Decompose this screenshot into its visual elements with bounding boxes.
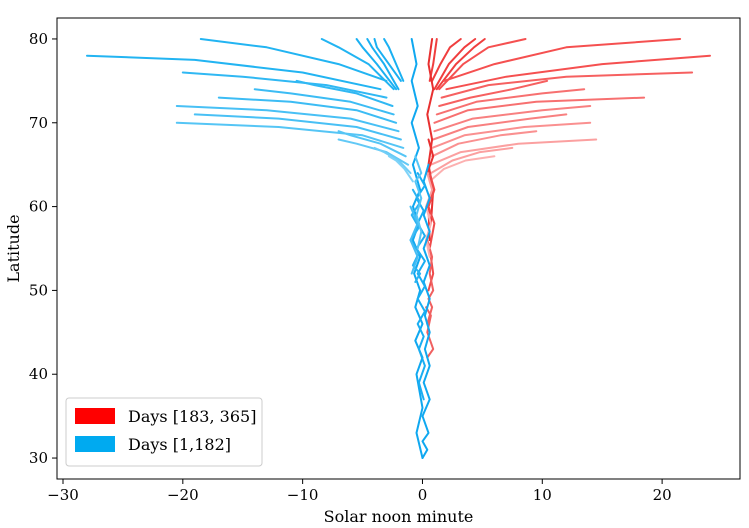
legend-swatch-red — [75, 408, 115, 424]
series-line-blue-44 — [421, 163, 431, 459]
series-line-blue-45 — [415, 172, 426, 401]
series-line-red-5 — [443, 38, 682, 82]
legend-swatch-blue — [75, 436, 115, 452]
series-line-red-1 — [431, 38, 462, 82]
series-line-red-8 — [438, 79, 549, 107]
plot-frame — [56, 17, 741, 480]
series-line-red-14 — [431, 130, 538, 158]
series-line-red-20 — [427, 172, 436, 292]
series-line-blue-35 — [217, 96, 398, 124]
series-line-blue-39 — [337, 130, 407, 158]
series-line-blue-25 — [383, 38, 405, 82]
series-line-red-11 — [433, 105, 592, 133]
y-tick-label: 60 — [29, 198, 48, 216]
series-line-blue-27 — [366, 38, 400, 91]
y-tick-label: 40 — [29, 365, 48, 383]
x-tick-label: 0 — [418, 486, 428, 504]
legend-label-red: Days [183, 365] — [128, 407, 256, 426]
y-tick-label: 30 — [29, 449, 48, 467]
series-line-red-21 — [426, 239, 435, 325]
series-line-red-3 — [435, 38, 486, 91]
series-line-blue-47 — [409, 205, 419, 275]
series-line-blue-32 — [181, 71, 388, 99]
series-line-red-12 — [432, 113, 568, 141]
series-line-blue-28 — [355, 38, 398, 91]
series-line-red-17 — [428, 155, 496, 183]
series-line-red-9 — [435, 88, 586, 116]
series-lines — [86, 38, 711, 459]
series-line-red-24 — [425, 205, 432, 258]
legend-label-blue: Days [1,182] — [128, 435, 231, 454]
series-line-red-22 — [425, 306, 435, 359]
legend: Days [183, 365] Days [1,182] — [65, 397, 263, 467]
series-line-red-16 — [429, 146, 514, 175]
y-tick-label: 50 — [29, 281, 48, 299]
series-line-red-13 — [431, 121, 592, 149]
series-line-blue-48 — [414, 155, 423, 250]
x-axis-title: Solar noon minute — [324, 507, 474, 526]
series-line-blue-36 — [175, 105, 400, 133]
series-line-blue-30 — [199, 38, 388, 82]
x-tick-label: 20 — [653, 486, 672, 504]
series-line-blue-26 — [373, 38, 402, 82]
series-line-red-15 — [429, 138, 598, 166]
series-line-blue-41 — [373, 146, 412, 175]
series-line-blue-40 — [337, 138, 410, 166]
series-line-red-2 — [433, 38, 477, 91]
series-line-blue-42 — [387, 155, 414, 183]
y-axis-title: Latitude — [4, 214, 23, 282]
series-line-blue-29 — [320, 38, 395, 91]
series-line-blue-37 — [193, 113, 402, 141]
series-line-red-4 — [438, 38, 527, 91]
series-line-red-6 — [445, 54, 711, 91]
y-tick-label: 80 — [29, 30, 48, 48]
series-line-red-10 — [433, 96, 646, 124]
series-line-blue-38 — [175, 121, 405, 149]
x-tick-label: −10 — [287, 486, 319, 504]
x-tick-label: −20 — [167, 486, 199, 504]
series-line-blue-33 — [295, 79, 394, 107]
series-line-red-7 — [440, 71, 694, 99]
y-tick-label: 70 — [29, 114, 48, 132]
axis-ticks: −30 −20 −10 0 10 20 30 40 50 60 70 80 — [29, 30, 672, 504]
series-line-blue-31 — [86, 54, 382, 91]
series-line-blue-34 — [253, 88, 395, 116]
series-line-red-0 — [428, 38, 438, 82]
x-tick-label: 10 — [533, 486, 552, 504]
x-tick-label: −30 — [47, 486, 79, 504]
